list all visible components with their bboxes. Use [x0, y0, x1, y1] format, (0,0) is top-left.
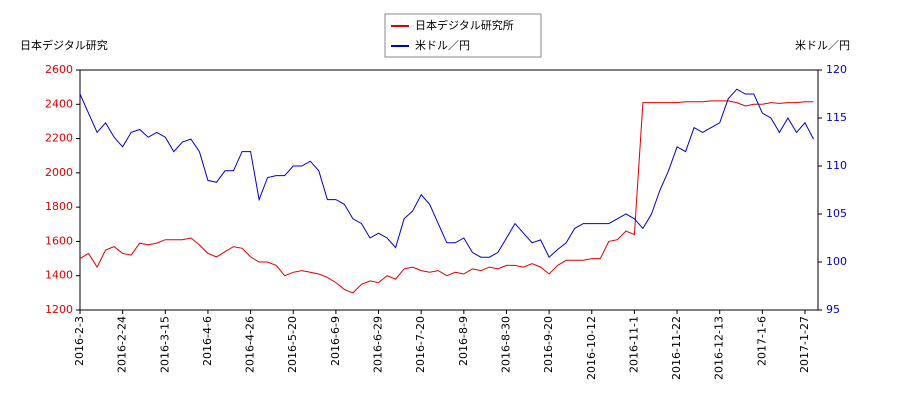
y2-tick-label: 100 — [826, 255, 847, 268]
x-tick-label: 2016-12-13 — [713, 316, 726, 380]
x-tick-label: 2016-6-29 — [372, 316, 385, 373]
y2-tick-label: 95 — [826, 303, 840, 316]
x-tick-label: 2016-2-24 — [116, 316, 129, 373]
y2-tick-label: 110 — [826, 159, 847, 172]
y2-tick-label: 105 — [826, 207, 847, 220]
x-tick-label: 2016-7-20 — [414, 316, 427, 373]
y2-tick-label: 115 — [826, 111, 847, 124]
y-tick-label: 2200 — [45, 132, 73, 145]
x-tick-label: 2017-1-6 — [755, 316, 768, 366]
x-tick-label: 2016-8-30 — [499, 316, 512, 373]
x-tick-label: 2016-4-26 — [244, 316, 257, 373]
x-tick-label: 2016-11-22 — [670, 316, 683, 380]
x-tick-label: 2016-9-20 — [542, 316, 555, 373]
x-tick-label: 2016-3-15 — [158, 316, 171, 373]
series-line — [79, 100, 814, 294]
x-tick-label: 2016-4-6 — [201, 316, 214, 366]
y-tick-label: 1800 — [45, 200, 73, 213]
y-tick-label: 2400 — [45, 97, 73, 110]
y-tick-label: 1600 — [45, 234, 73, 247]
y-tick-label: 1200 — [45, 303, 73, 316]
y-tick-label: 2000 — [45, 166, 73, 179]
x-tick-label: 2016-11-1 — [627, 316, 640, 373]
x-tick-label: 2016-2-3 — [73, 316, 86, 366]
legend-label: 日本デジタル研究所 — [415, 18, 514, 32]
y2-axis-label: 米ドル／円 — [795, 39, 850, 52]
y2-tick-label: 120 — [826, 63, 847, 76]
x-tick-label: 2017-1-27 — [798, 316, 811, 373]
legend-label: 米ドル／円 — [415, 39, 470, 52]
x-tick-label: 2016-8-9 — [457, 316, 470, 366]
x-tick-label: 2016-5-20 — [286, 316, 299, 373]
y-tick-label: 2600 — [45, 63, 73, 76]
x-tick-label: 2016-10-12 — [585, 316, 598, 380]
plot-frame — [79, 69, 819, 311]
y-axis-label: 日本デジタル研究 — [20, 38, 108, 52]
legend-box — [384, 13, 542, 58]
y-tick-label: 1400 — [45, 269, 73, 282]
x-tick-label: 2016-6-9 — [329, 316, 342, 366]
series-line — [79, 88, 814, 259]
